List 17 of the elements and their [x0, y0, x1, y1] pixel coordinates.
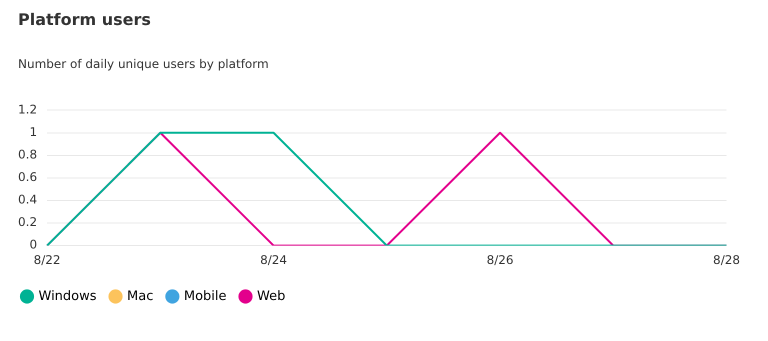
- chart-subtitle: Number of daily unique users by platform: [18, 57, 270, 71]
- x-tick-label: 8/24: [260, 252, 288, 267]
- legend-label: Web: [257, 288, 286, 304]
- y-tick-label: 1.2: [18, 102, 38, 116]
- y-tick-label: 0.2: [18, 215, 38, 230]
- y-tick-label: 0.4: [18, 192, 38, 207]
- x-tick-label: 8/22: [34, 252, 61, 267]
- y-tick-label: 1: [29, 124, 38, 139]
- legend-label: Windows: [38, 288, 97, 304]
- chart-title: Platform users: [18, 10, 152, 29]
- legend-label: Mobile: [184, 288, 227, 304]
- x-tick-label: 8/26: [486, 252, 514, 267]
- y-tick-label: 0.6: [18, 170, 38, 184]
- x-tick-label: 8/28: [713, 252, 740, 267]
- y-tick-label: 0.8: [18, 147, 38, 162]
- legend-label: Mac: [127, 288, 154, 304]
- y-tick-label: 0: [29, 238, 38, 252]
